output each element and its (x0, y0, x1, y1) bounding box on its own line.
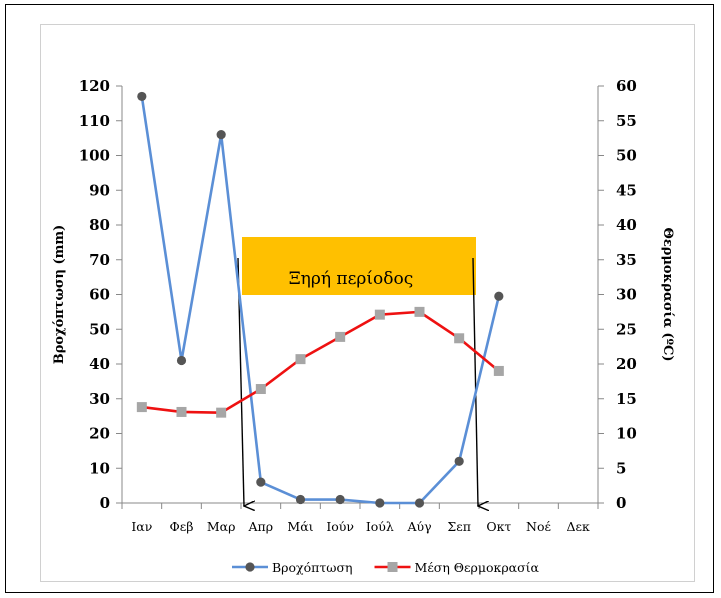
legend: Βροχόπτωση Μέση Θερμοκρασία (232, 560, 540, 575)
left-tick-label: 50 (89, 320, 110, 338)
legend-marker-circle (245, 562, 255, 572)
right-tick-label: 10 (616, 425, 637, 443)
dry-period-annotation: Ξηρή περίοδος (237, 237, 478, 506)
right-tick-label: 0 (616, 494, 626, 512)
right-tick-label: 40 (616, 216, 637, 234)
temperature-point (216, 407, 227, 418)
x-tick-label: Ιαν (131, 519, 152, 534)
right-tick-label: 15 (616, 390, 637, 408)
temperature-point (176, 406, 187, 417)
rainfall-point (295, 494, 306, 505)
x-tick-label: Αύγ (406, 519, 431, 534)
x-tick-label: Απρ (248, 519, 274, 534)
right-tick-label: 45 (616, 181, 637, 199)
x-tick-label: Ιούν (326, 519, 354, 534)
x-tick-label: Μάι (287, 519, 313, 534)
left-tick-label: 30 (89, 390, 110, 408)
x-tick-label: Φεβ (170, 519, 194, 534)
left-tick-label: 70 (89, 251, 110, 269)
legend-label: Βροχόπτωση (272, 560, 353, 575)
rainfall-point (176, 355, 187, 366)
right-tick-label: 50 (616, 147, 637, 165)
left-tick-label: 0 (100, 494, 110, 512)
temperature-point (136, 402, 147, 413)
rainfall-point (375, 498, 385, 508)
legend-label: Μέση Θερμοκρασία (415, 560, 540, 575)
x-tick-label: Ιούλ (366, 519, 394, 534)
left-tick-label: 110 (79, 112, 110, 130)
rainfall-point (137, 91, 147, 102)
temperature-point (335, 331, 346, 342)
chart-area (40, 24, 695, 582)
series-line-0 (140, 96, 501, 505)
left-tick-label: 10 (89, 459, 110, 477)
rainfall-point (216, 130, 226, 140)
x-tick-label: Δεκ (567, 519, 591, 534)
x-tick-label: Νοέ (526, 519, 551, 534)
figure-frame (5, 4, 714, 593)
temperature-point (255, 384, 266, 395)
x-tick-label: Μαρ (207, 519, 236, 534)
left-tick-label: 90 (89, 181, 110, 199)
temperature-point (295, 354, 306, 365)
rainfall-point (454, 456, 464, 466)
rainfall-point (494, 291, 504, 301)
x-tick-label: Οκτ (486, 519, 511, 534)
temperature-point (414, 306, 425, 317)
dry-period-box (242, 237, 476, 295)
rainfall-point (256, 477, 266, 487)
left-tick-label: 20 (89, 425, 110, 443)
dry-period-label: Ξηρή περίοδος (289, 269, 414, 289)
temperature-point (493, 365, 504, 376)
dry-period-end-arrow (472, 257, 478, 506)
rainfall-point (414, 498, 425, 508)
right-tick-label: 60 (616, 77, 637, 95)
right-tick-label: 30 (616, 286, 637, 304)
series-line-1 (141, 310, 500, 414)
left-tick-label: 120 (79, 77, 110, 95)
right-tick-label: 5 (616, 459, 626, 477)
right-tick-label: 55 (616, 112, 637, 130)
left-tick-label: 60 (89, 286, 110, 304)
x-tick-label: Σεπ (447, 519, 471, 534)
rainfall-point (335, 494, 345, 505)
y2-axis-label: Θερμοκρασία (ºC) (660, 227, 675, 361)
axes-layer: 0 10 20 30 40 50 60 70 80 90 100 110 120 0 5 10 15 20 25 30… (79, 77, 637, 534)
left-tick-label: 100 (79, 147, 110, 165)
right-tick-label: 35 (616, 251, 637, 269)
right-tick-label: 25 (616, 320, 637, 338)
series-layer (136, 91, 504, 508)
left-tick-label: 80 (89, 216, 110, 234)
y-axis-label: Βροχόπτωση (mm) (52, 225, 67, 365)
legend-marker-square (387, 562, 398, 572)
temperature-point (374, 309, 385, 320)
left-tick-label: 40 (89, 355, 110, 373)
right-tick-label: 20 (616, 355, 637, 373)
temperature-point (454, 333, 465, 344)
